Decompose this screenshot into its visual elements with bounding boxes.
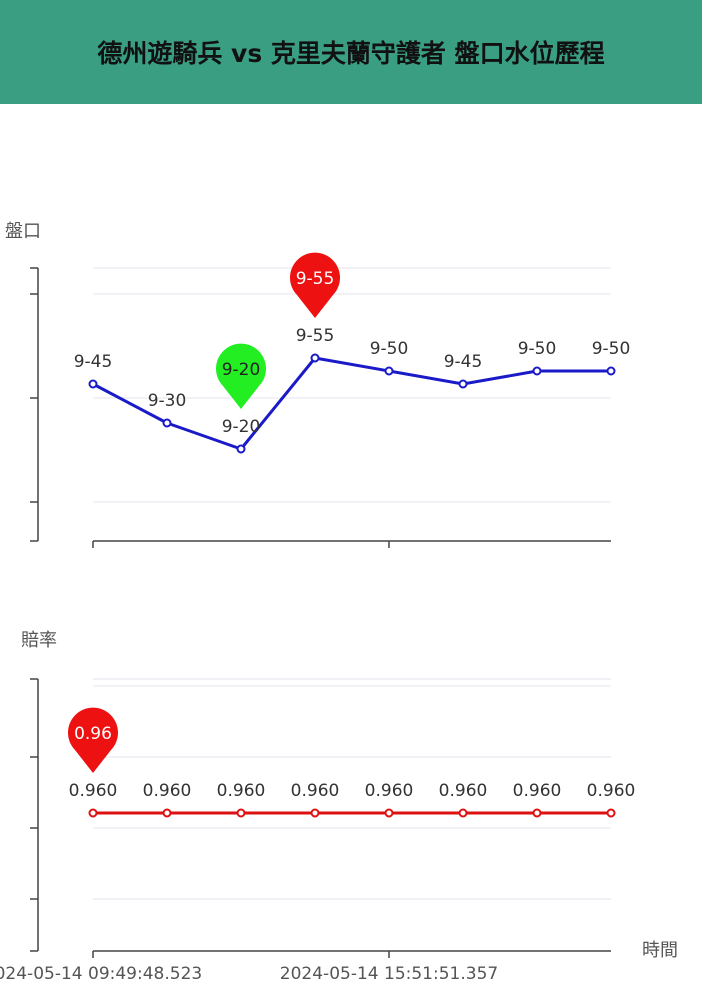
data-point (236, 808, 246, 818)
x-tick-label: 2024-05-14 09:49:48.523 (0, 964, 202, 984)
pin-label: 9-55 (296, 269, 335, 289)
pin-shape (215, 343, 266, 409)
data-label: 9-50 (592, 339, 631, 359)
data-label: 9-45 (74, 352, 113, 372)
header-bar: 德州遊騎兵 vs 克里夫蘭守護者 盤口水位歷程 (0, 0, 702, 104)
x-axis-top (92, 540, 611, 548)
data-label: 0.960 (143, 781, 192, 801)
data-point (606, 808, 616, 818)
y-axis-bottom (30, 678, 39, 952)
pin-label: 0.96 (74, 724, 112, 744)
data-point (606, 366, 616, 376)
data-label: 0.960 (513, 781, 562, 801)
data-point (162, 808, 172, 818)
data-label: 9-45 (444, 352, 483, 372)
data-label: 9-30 (148, 391, 187, 411)
data-point (384, 808, 394, 818)
y-axis-label-top: 盤口 (5, 221, 41, 242)
data-label: 9-20 (222, 417, 261, 437)
data-point (458, 379, 468, 389)
pin-label: 9-20 (222, 360, 261, 380)
pin-marker-max: 0.96 (68, 707, 118, 773)
data-point (532, 808, 542, 818)
data-label: 9-50 (518, 339, 557, 359)
data-label: 0.960 (587, 781, 636, 801)
x-axis-label-bottom: 時間 (642, 940, 678, 961)
y-axis-label-bottom: 賠率 (21, 630, 57, 651)
pin-shape (290, 252, 341, 318)
data-label: 0.960 (439, 781, 488, 801)
x-tick-label: 2024-05-14 15:51:51.357 (280, 964, 498, 984)
pin-shape (68, 707, 118, 773)
data-point (236, 444, 246, 454)
data-point (88, 808, 98, 818)
data-point (310, 808, 320, 818)
data-label: 9-55 (296, 326, 335, 346)
data-point (310, 353, 320, 363)
data-point (384, 366, 394, 376)
pin-marker-max: 9-55 (290, 252, 341, 318)
data-point (162, 418, 172, 428)
series-line (92, 356, 611, 451)
page-title: 德州遊騎兵 vs 克里夫蘭守護者 盤口水位歷程 (97, 39, 605, 68)
data-point (532, 366, 542, 376)
y-axis-top (30, 267, 39, 542)
data-label: 0.960 (69, 781, 118, 801)
data-label: 9-50 (370, 339, 409, 359)
data-point (88, 379, 98, 389)
x-axis-bottom (92, 950, 611, 958)
data-label: 0.960 (365, 781, 414, 801)
data-point (458, 808, 468, 818)
data-label: 0.960 (217, 781, 266, 801)
data-label: 0.960 (291, 781, 340, 801)
pin-marker-min: 9-20 (215, 343, 266, 409)
